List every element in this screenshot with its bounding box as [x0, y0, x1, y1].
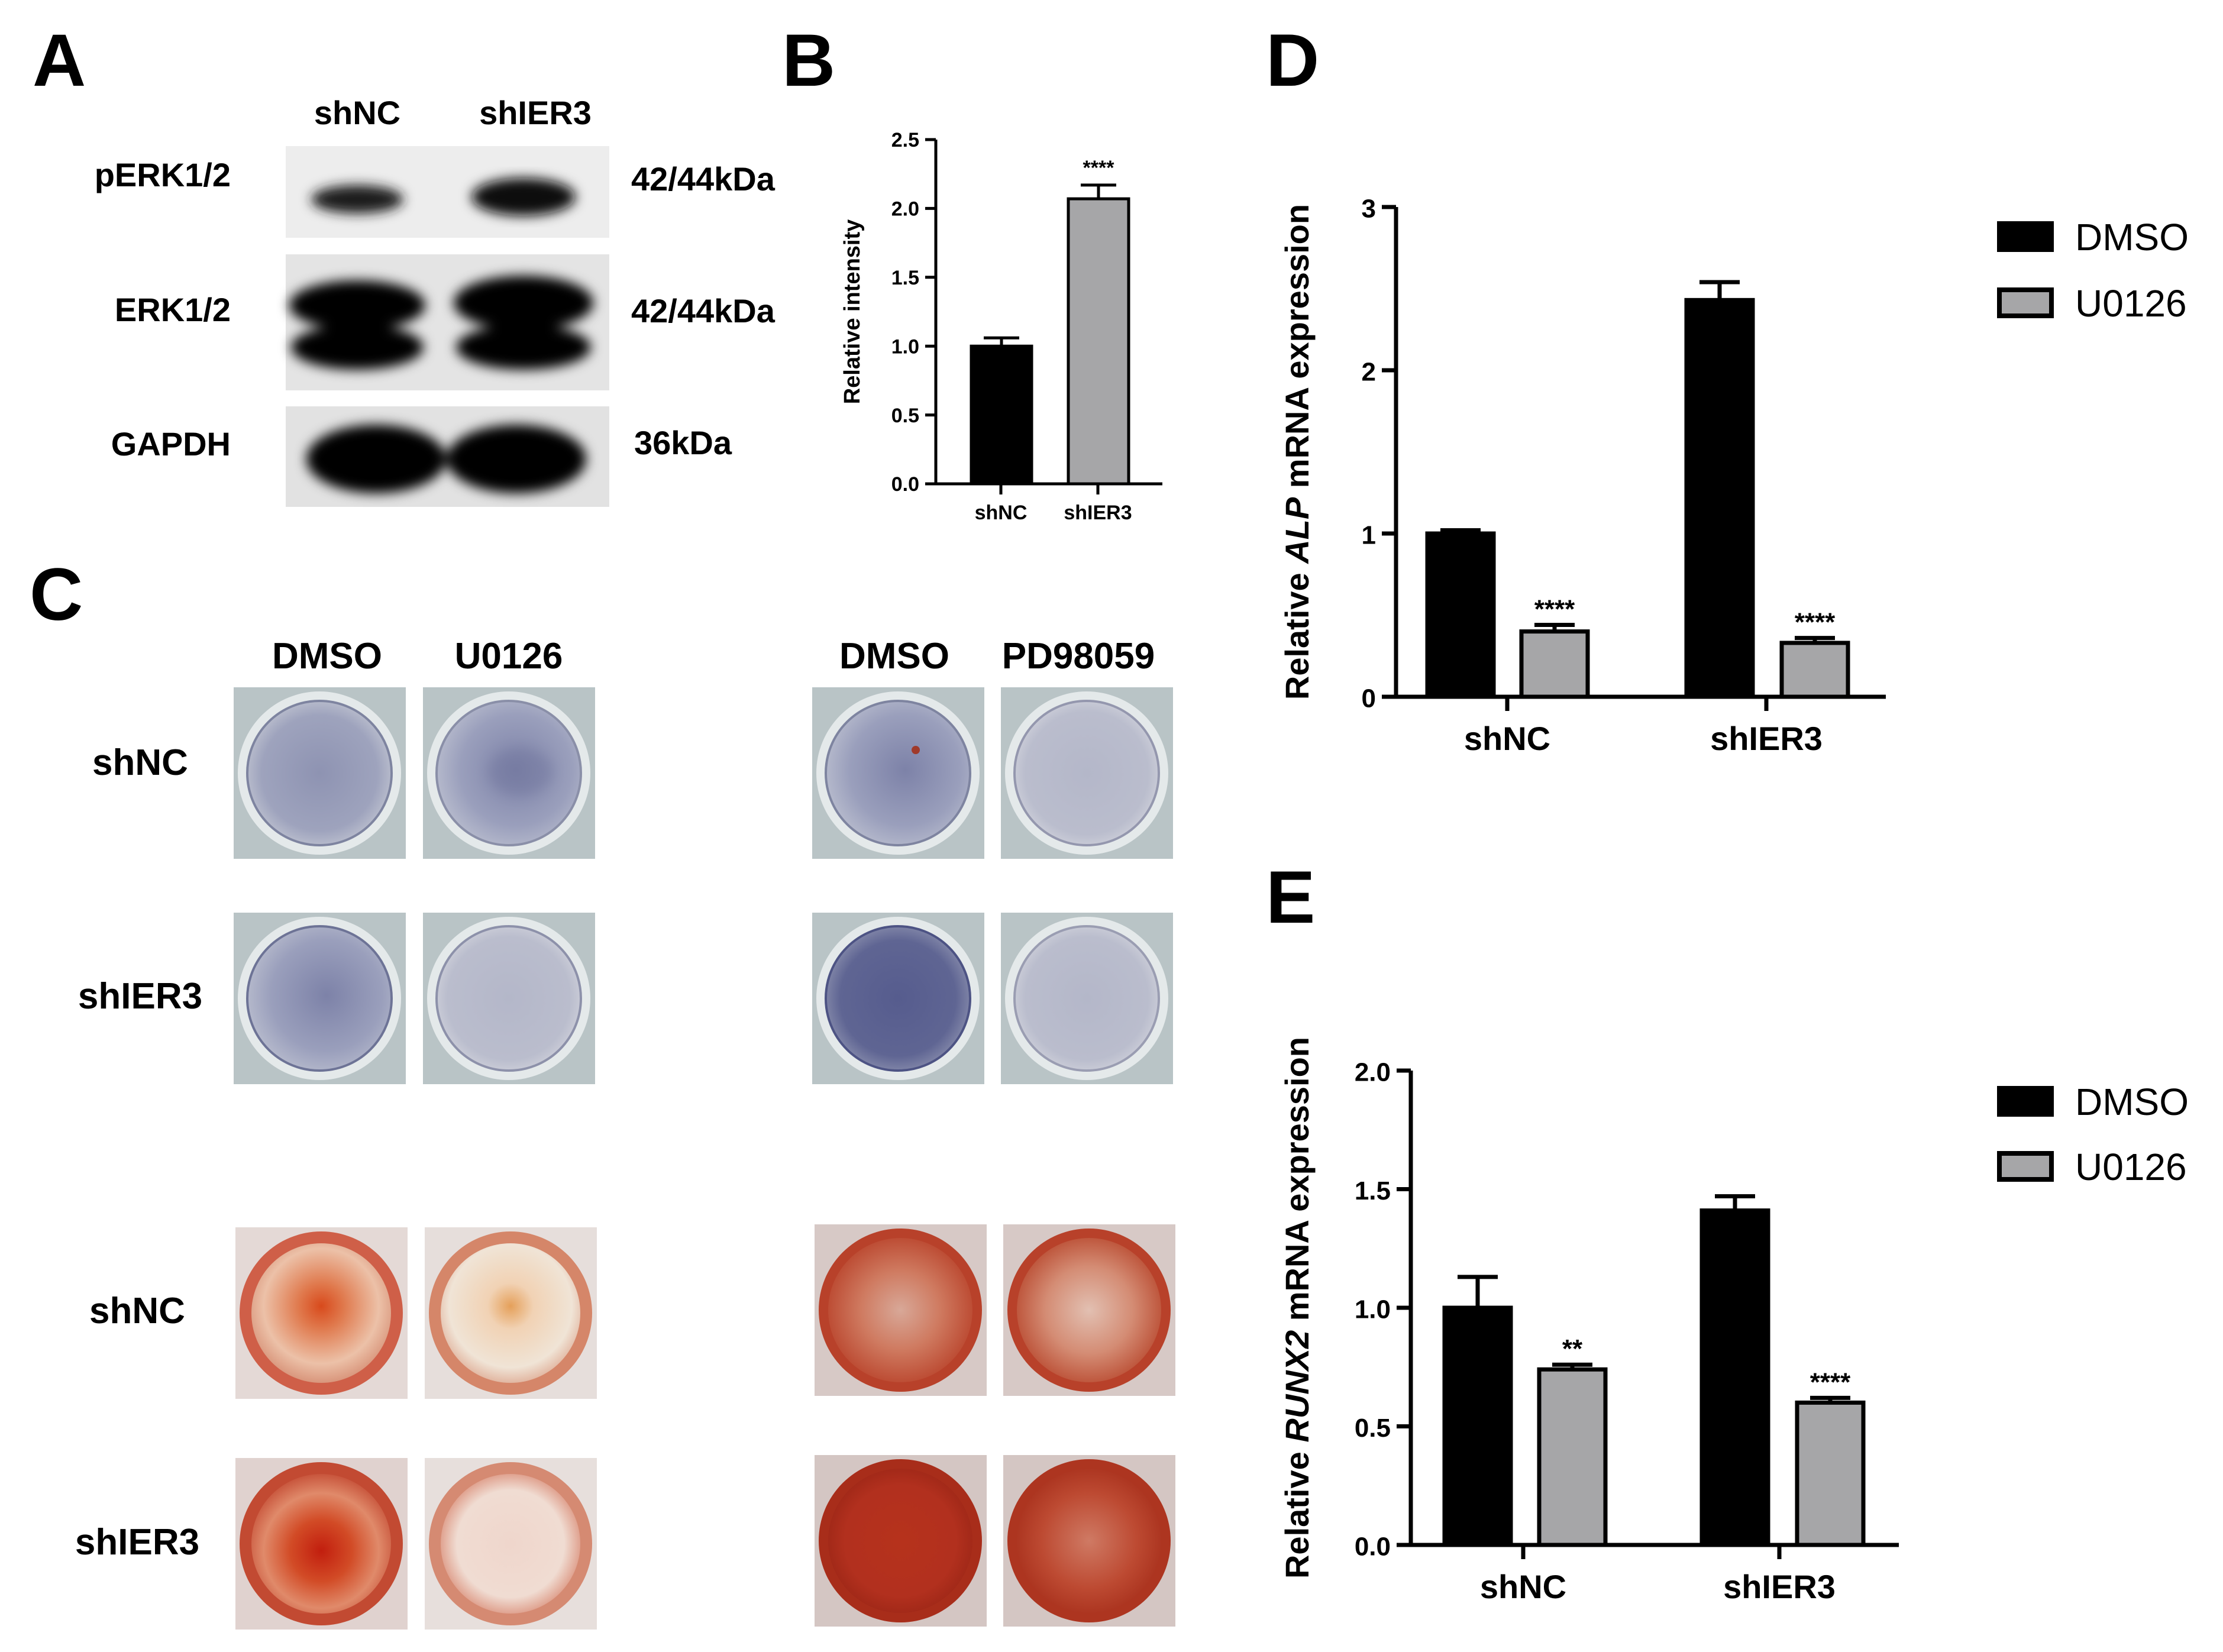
- bar: [1795, 1400, 1866, 1547]
- bar: [1425, 531, 1496, 699]
- well-ars-shier3-u0126: [441, 1474, 580, 1614]
- legend-label: U0126: [2075, 1146, 2187, 1188]
- band-erk-shier3-lower: [456, 325, 591, 370]
- bar: [1442, 1305, 1513, 1547]
- bar: [1519, 629, 1590, 699]
- well-ars-shier3-dmso-right: [828, 1469, 972, 1613]
- significance-label: ****: [1810, 1367, 1851, 1396]
- blot-protein-gapdh: GAPDH: [111, 425, 231, 463]
- well-alp-shier3-pd98059: [1013, 925, 1160, 1072]
- y-tick-label: 2.0: [891, 198, 919, 221]
- legend-label: U0126: [2075, 282, 2187, 325]
- well-alp-shnc-dmso: [246, 700, 393, 846]
- y-tick-label: 0.0: [891, 473, 919, 496]
- y-tick-label: 2.5: [891, 129, 919, 151]
- bar: [1684, 298, 1755, 699]
- panel-label-a: A: [33, 20, 86, 102]
- legend-swatch: [1997, 1151, 2054, 1182]
- x-tick-label: shIER3: [1723, 1568, 1836, 1605]
- well-alp-shier3-dmso-right: [825, 925, 971, 1072]
- y-tick-label: 1.5: [1355, 1176, 1391, 1205]
- y-axis-label: Relative RUNX2 mRNA expression: [1278, 1037, 1316, 1579]
- x-tick-label: shNC: [1480, 1568, 1566, 1605]
- bar: [1537, 1367, 1608, 1547]
- band-erk-shier3-upper: [454, 276, 593, 330]
- y-tick-label: 1.0: [891, 335, 919, 358]
- panel-label-c: C: [30, 554, 83, 636]
- y-tick-label: 1: [1362, 521, 1376, 549]
- blot-lane-shnc: shNC: [314, 94, 400, 131]
- significance-label: ****: [1534, 595, 1575, 624]
- y-axis-label: Relative ALP mRNA expression: [1278, 204, 1316, 700]
- well-alp-shier3-dmso: [246, 925, 393, 1072]
- panel-label-e: E: [1266, 856, 1315, 939]
- chart-b-relative-intensity: 0.0 0.5 1.0 1.5 2.0 2.5 shNC shIER3 Relative int…: [840, 129, 1162, 524]
- well-alp-shier3-u0126: [435, 925, 582, 1072]
- panel-label-b: B: [782, 20, 835, 102]
- band-perk-shier3: [471, 178, 576, 216]
- well-alp-shnc-dmso-right: [825, 700, 971, 846]
- legend-label: DMSO: [2075, 216, 2189, 258]
- blot-lane-shier3: shIER3: [479, 94, 592, 131]
- y-tick-label: 1.5: [891, 267, 919, 289]
- x-tick-label: shNC: [1464, 720, 1550, 757]
- y-tick-label: 0.5: [891, 405, 919, 427]
- bar: [1699, 1208, 1770, 1547]
- bar: [1779, 641, 1850, 699]
- blot-protein-erk: ERK1/2: [115, 291, 231, 328]
- blot-protein-perk: pERK1/2: [95, 156, 231, 193]
- blot-size-perk: 42/44kDa: [631, 160, 776, 198]
- stain-header-dmso-right: DMSO: [839, 636, 949, 677]
- well-alp-shnc-pd98059: [1013, 700, 1160, 846]
- y-tick-label: 0.0: [1355, 1532, 1391, 1561]
- stain-row-label-3: shNC: [89, 1291, 185, 1331]
- y-tick-label: 0: [1362, 684, 1376, 713]
- well-ars-shnc-dmso-right: [828, 1238, 972, 1382]
- y-tick-label: 0.5: [1355, 1414, 1391, 1443]
- stain-header-u0126: U0126: [455, 636, 563, 677]
- staining-grid: DMSO U0126 DMSO PD98059 shNC shIER3 shNC…: [75, 636, 1175, 1630]
- band-perk-shnc: [311, 185, 403, 214]
- panel-label-d: D: [1266, 20, 1319, 102]
- well-ars-shnc-pd98059: [1017, 1238, 1161, 1382]
- y-tick-label: 3: [1362, 194, 1376, 223]
- blot-size-erk: 42/44kDa: [631, 292, 776, 329]
- legend-label: DMSO: [2075, 1081, 2189, 1123]
- legend-swatch: [1997, 221, 2054, 252]
- y-tick-label: 2: [1362, 357, 1376, 386]
- blot-size-gapdh: 36kDa: [634, 424, 732, 461]
- stain-row-label-2: shIER3: [78, 976, 202, 1017]
- stain-row-label-1: shNC: [92, 742, 188, 783]
- y-tick-label: 2.0: [1355, 1058, 1391, 1087]
- band-erk-shnc-lower: [291, 325, 424, 370]
- legend-swatch: [1997, 1086, 2054, 1117]
- stain-header-pd98059: PD98059: [1002, 636, 1155, 677]
- well-ars-shier3-dmso: [251, 1474, 391, 1614]
- y-axis-label: Relative intensity: [840, 219, 865, 405]
- stain-header-dmso-left: DMSO: [272, 636, 382, 677]
- band-erk-shnc-upper: [289, 280, 425, 330]
- well-ars-shnc-dmso: [251, 1243, 391, 1383]
- band-gapdh-shnc: [306, 425, 446, 493]
- stain-row-label-4: shIER3: [75, 1522, 199, 1563]
- western-blot: shNC shIER3 pERK1/2 ERK1/2 GAPDH 42/44kD…: [95, 94, 776, 507]
- x-tick-label: shIER3: [1064, 502, 1132, 524]
- well-ars-shnc-u0126: [441, 1243, 580, 1383]
- bar: [970, 344, 1033, 486]
- x-tick-label: shIER3: [1710, 720, 1823, 757]
- band-gapdh-shier3: [447, 425, 586, 493]
- significance-label: ****: [1083, 157, 1115, 179]
- x-tick-label: shNC: [975, 502, 1028, 524]
- bar: [1067, 197, 1130, 486]
- y-tick-label: 1.0: [1355, 1295, 1391, 1324]
- significance-label: ****: [1795, 608, 1836, 637]
- chart-e-runx2-expression: 0.0 0.5 1.0 1.5 2.0 shNC shIER3 Relative RUNX2 …: [1278, 1037, 2189, 1605]
- well-ars-shier3-pd98059: [1017, 1469, 1161, 1613]
- chart-d-alp-expression: 0 1 2 3 shNC shIER3 Relative ALP mRNA expressi…: [1278, 194, 2189, 757]
- legend-swatch: [1997, 287, 2054, 318]
- significance-label: **: [1562, 1334, 1583, 1363]
